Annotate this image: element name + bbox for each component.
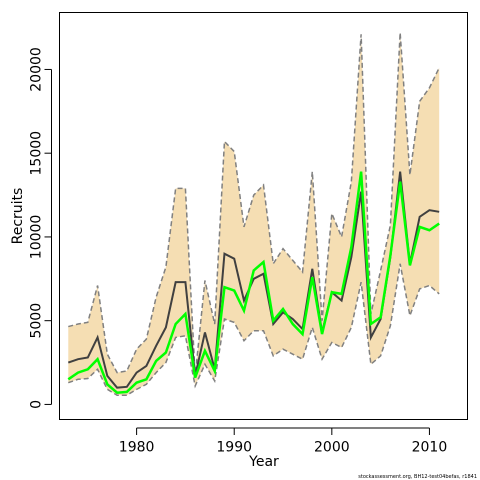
upper-bound-line bbox=[68, 32, 440, 377]
plot-area bbox=[67, 32, 440, 396]
y-axis-title: Recruits bbox=[10, 188, 26, 245]
confidence-band bbox=[68, 32, 440, 396]
plot-frame bbox=[59, 12, 468, 420]
lower-bound-line bbox=[68, 263, 440, 396]
x-tick-label: 2010 bbox=[412, 440, 448, 456]
x-axis: 1980 1990 2000 2010 bbox=[119, 427, 448, 456]
y-tick-label: 20000 bbox=[29, 47, 45, 92]
y-tick-label: 10000 bbox=[29, 215, 45, 260]
y-tick-label: 0 bbox=[29, 400, 45, 409]
highlight-line bbox=[67, 171, 440, 394]
y-tick-label: 5000 bbox=[29, 303, 45, 339]
x-tick-label: 1990 bbox=[216, 440, 252, 456]
footnote: stockassessment.org, BH12-test04befas, r… bbox=[358, 474, 477, 480]
x-axis-title: Year bbox=[248, 454, 279, 470]
estimate-line bbox=[67, 171, 440, 389]
x-tick-label: 1980 bbox=[119, 440, 155, 456]
y-axis: 0 5000 10000 15000 20000 bbox=[29, 47, 52, 409]
y-tick-label: 15000 bbox=[29, 131, 45, 176]
x-tick-label: 2000 bbox=[314, 440, 350, 456]
